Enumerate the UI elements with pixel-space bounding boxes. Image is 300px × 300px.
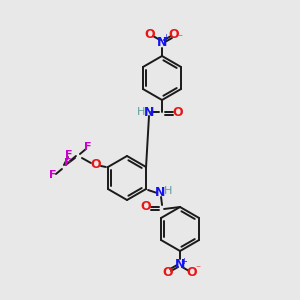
Text: O: O: [169, 28, 179, 41]
Text: +: +: [163, 34, 170, 43]
Text: F: F: [49, 170, 57, 180]
Text: F: F: [64, 158, 72, 168]
Text: O: O: [141, 200, 152, 214]
Text: H: H: [164, 186, 172, 196]
Text: N: N: [155, 187, 165, 200]
Text: H: H: [137, 107, 145, 117]
Text: ⁻: ⁻: [196, 264, 201, 274]
Text: N: N: [144, 106, 154, 118]
Text: O: O: [145, 28, 155, 41]
Text: ⁻: ⁻: [177, 33, 183, 43]
Text: F: F: [65, 150, 73, 160]
Text: O: O: [187, 266, 197, 278]
Text: O: O: [91, 158, 101, 172]
Text: +: +: [181, 256, 188, 266]
Text: F: F: [84, 142, 92, 152]
Text: N: N: [157, 35, 167, 49]
Text: O: O: [173, 106, 183, 118]
Text: N: N: [175, 259, 185, 272]
Text: O: O: [163, 266, 173, 278]
